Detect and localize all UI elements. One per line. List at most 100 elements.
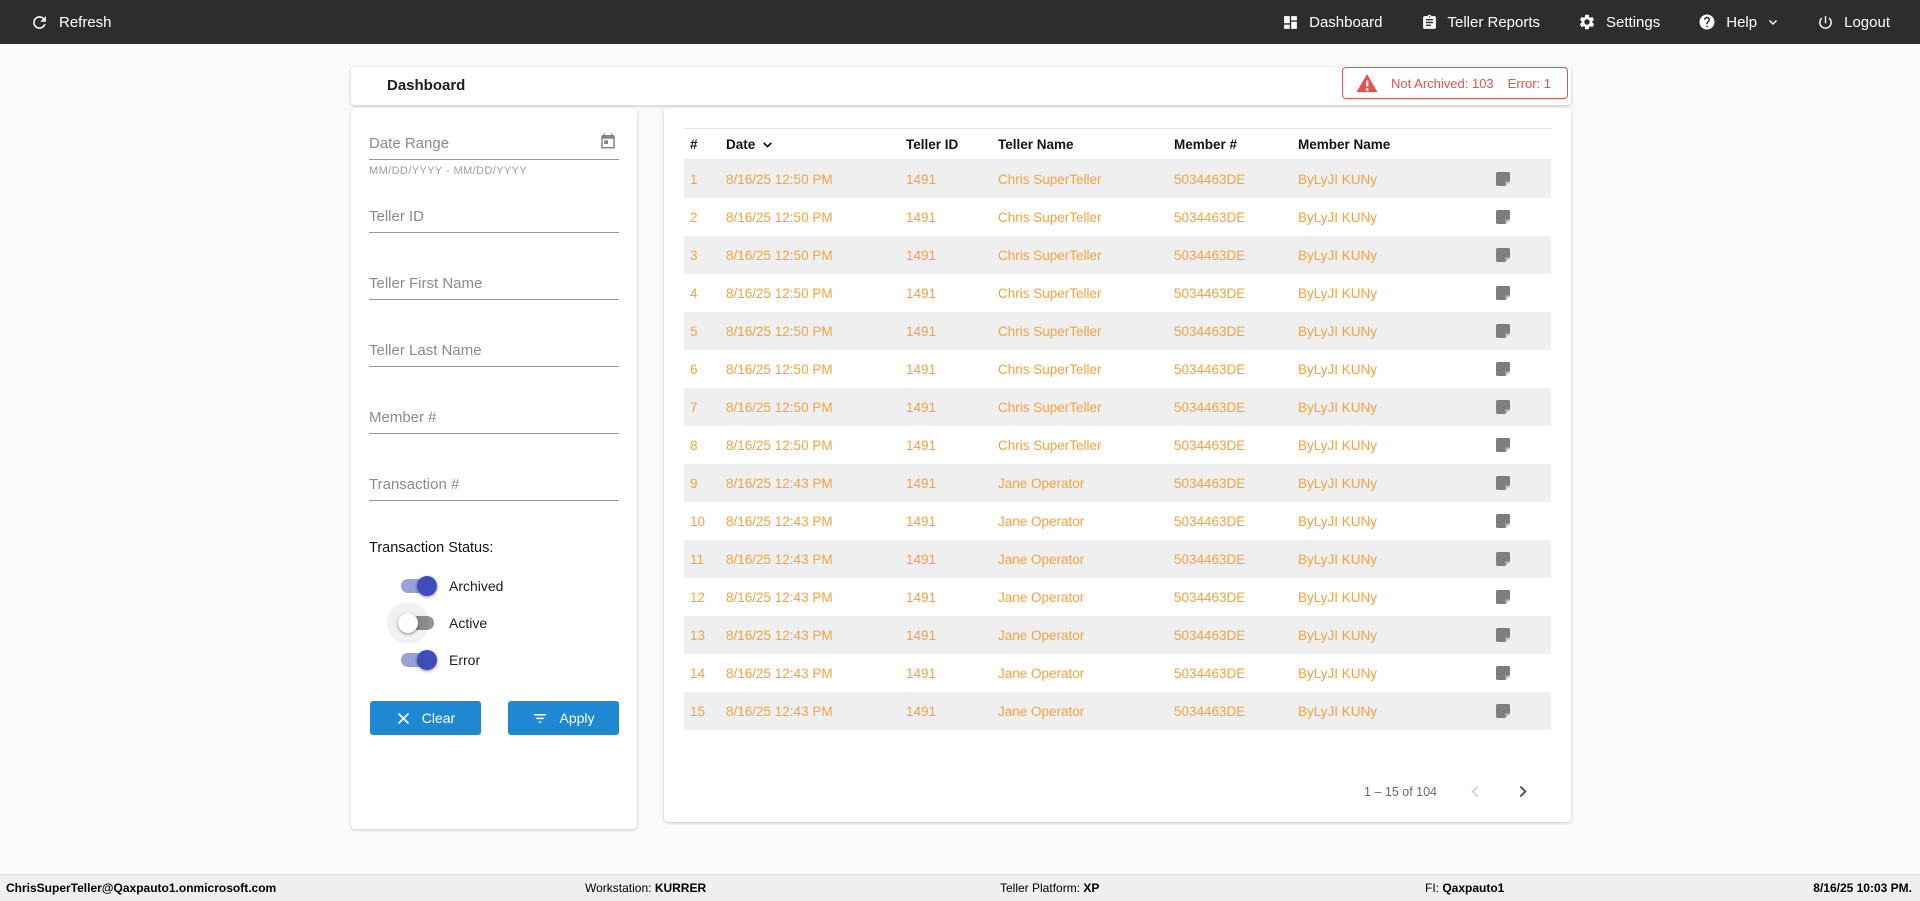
nav-settings[interactable]: Settings [1578,13,1660,31]
refresh-button[interactable]: Refresh [30,13,112,32]
column-header-member-num[interactable]: Member # [1174,136,1238,152]
table-row[interactable]: 6 8/16/25 12:50 PM 1491 Chris SuperTeller 50… [684,350,1551,388]
toggle-error[interactable] [401,650,437,670]
note-icon[interactable] [1489,361,1551,377]
column-header-num[interactable]: # [690,136,698,152]
transaction-number-input[interactable] [369,473,619,501]
table-row[interactable]: 7 8/16/25 12:50 PM 1491 Chris SuperTeller 50… [684,388,1551,426]
clear-button[interactable]: Clear [370,701,481,735]
note-icon[interactable] [1489,627,1551,643]
cell-member-num: 5034463DE [1174,703,1246,719]
table-row[interactable]: 12 8/16/25 12:43 PM 1491 Jane Operator 50344… [684,578,1551,616]
table-row[interactable]: 1 8/16/25 12:50 PM 1491 Chris SuperTeller 50… [684,160,1551,198]
cell-teller-id: 1491 [906,209,937,225]
nav-help-label: Help [1726,13,1758,31]
cell-member-num: 5034463DE [1174,665,1246,681]
cell-date: 8/16/25 12:50 PM [726,323,833,339]
note-icon[interactable] [1489,323,1551,339]
cell-row-num: 6 [690,361,698,377]
note-icon[interactable] [1489,703,1551,719]
cell-member-num: 5034463DE [1174,285,1246,301]
note-icon[interactable] [1489,665,1551,681]
teller-id-input[interactable] [369,205,619,233]
toggle-row-archived: Archived [401,574,619,598]
transactions-table-card: # Date Teller ID Teller Name Member # Me… [664,108,1571,822]
cell-teller-name: Chris SuperTeller [998,247,1102,263]
teller-last-name-input[interactable] [369,339,619,367]
financial-institution-info: FI: Qaxpauto1 [1425,881,1505,895]
table-row[interactable]: 8 8/16/25 12:50 PM 1491 Chris SuperTeller 50… [684,426,1551,464]
date-range-format-hint: MM/DD/YYYY - MM/DD/YYYY [369,165,528,177]
teller-first-name-input[interactable] [369,272,619,300]
nav-dashboard[interactable]: Dashboard [1282,14,1383,31]
cell-teller-name: Chris SuperTeller [998,437,1102,453]
teller-first-name-field [369,272,619,300]
note-icon[interactable] [1489,551,1551,567]
cell-date: 8/16/25 12:50 PM [726,437,833,453]
cell-date: 8/16/25 12:43 PM [726,551,833,567]
column-header-member-name[interactable]: Member Name [1298,136,1391,152]
cell-teller-id: 1491 [906,323,937,339]
cell-teller-name: Chris SuperTeller [998,209,1102,225]
note-icon[interactable] [1489,171,1551,187]
table-row[interactable]: 14 8/16/25 12:43 PM 1491 Jane Operator 50344… [684,654,1551,692]
toggle-active[interactable] [387,602,434,644]
table-row[interactable]: 11 8/16/25 12:43 PM 1491 Jane Operator 50344… [684,540,1551,578]
table-row[interactable]: 4 8/16/25 12:50 PM 1491 Chris SuperTeller 50… [684,274,1551,312]
apply-button[interactable]: Apply [508,701,619,735]
date-range-field: MM/DD/YYYY - MM/DD/YYYY [369,132,619,177]
cell-member-name: ByLyJI KUNy [1298,703,1378,719]
note-icon[interactable] [1489,247,1551,263]
table-row[interactable]: 10 8/16/25 12:43 PM 1491 Jane Operator 50344… [684,502,1551,540]
cell-teller-name: Jane Operator [998,513,1085,529]
cell-teller-name: Jane Operator [998,665,1085,681]
cell-teller-name: Jane Operator [998,551,1085,567]
cell-teller-name: Jane Operator [998,627,1085,643]
help-icon [1698,13,1716,31]
column-header-teller-name[interactable]: Teller Name [998,136,1074,152]
calendar-icon[interactable] [599,132,617,155]
page-title: Dashboard [387,77,466,94]
cell-teller-id: 1491 [906,475,937,491]
column-header-teller-id[interactable]: Teller ID [906,136,959,152]
column-header-date[interactable]: Date [720,137,900,152]
cell-row-num: 11 [690,551,705,567]
table-row[interactable]: 5 8/16/25 12:50 PM 1491 Chris SuperTeller 50… [684,312,1551,350]
pagination-next-button[interactable] [1514,783,1531,800]
table-row[interactable]: 9 8/16/25 12:43 PM 1491 Jane Operator 503446… [684,464,1551,502]
power-icon [1817,14,1834,31]
toggle-archived[interactable] [401,576,437,596]
cell-date: 8/16/25 12:50 PM [726,361,833,377]
cell-row-num: 15 [690,703,706,719]
note-icon[interactable] [1489,209,1551,225]
cell-row-num: 1 [690,171,698,187]
table-row[interactable]: 2 8/16/25 12:50 PM 1491 Chris SuperTeller 50… [684,198,1551,236]
note-icon[interactable] [1489,437,1551,453]
nav-teller-reports[interactable]: Teller Reports [1421,13,1541,31]
date-range-input[interactable] [369,132,619,160]
cell-teller-id: 1491 [906,171,937,187]
cell-teller-id: 1491 [906,589,937,605]
clipboard-icon [1421,14,1438,31]
teller-id-field [369,205,619,233]
note-icon[interactable] [1489,399,1551,415]
nav-help[interactable]: Help [1698,13,1779,31]
cell-row-num: 12 [690,589,706,605]
cell-date: 8/16/25 12:43 PM [726,703,833,719]
nav-logout[interactable]: Logout [1817,14,1890,31]
note-icon[interactable] [1489,285,1551,301]
filter-actions: Clear Apply [369,701,619,735]
table-row[interactable]: 15 8/16/25 12:43 PM 1491 Jane Operator 50344… [684,692,1551,730]
cell-member-name: ByLyJI KUNy [1298,665,1378,681]
table-row[interactable]: 3 8/16/25 12:50 PM 1491 Chris SuperTeller 50… [684,236,1551,274]
nav-teller-reports-label: Teller Reports [1447,13,1541,31]
note-icon[interactable] [1489,475,1551,491]
member-number-input[interactable] [369,406,619,434]
note-icon[interactable] [1489,589,1551,605]
table-row[interactable]: 13 8/16/25 12:43 PM 1491 Jane Operator 50344… [684,616,1551,654]
not-archived-alert[interactable]: Not Archived: 103 Error: 1 [1342,67,1568,99]
cell-member-num: 5034463DE [1174,513,1246,529]
cell-teller-name: Chris SuperTeller [998,285,1102,301]
note-icon[interactable] [1489,513,1551,529]
nav-settings-label: Settings [1606,13,1661,31]
